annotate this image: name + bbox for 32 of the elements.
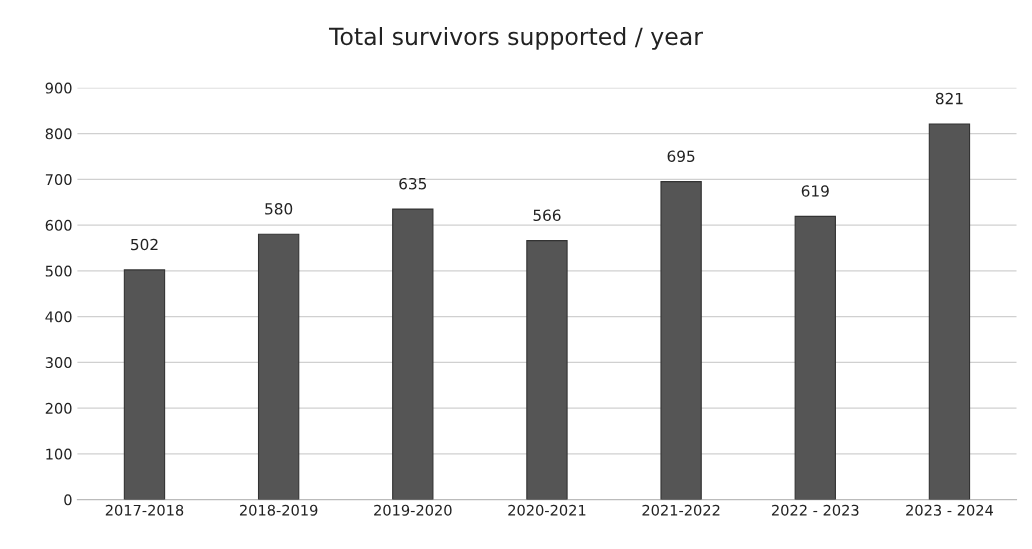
x-tick-label: 2020-2021 bbox=[508, 504, 586, 516]
bar bbox=[123, 269, 166, 500]
data-label: 695 bbox=[667, 150, 695, 162]
y-tick-label: 600 bbox=[45, 219, 72, 231]
data-label: 635 bbox=[399, 177, 427, 190]
data-label: 580 bbox=[265, 203, 293, 215]
data-label: 566 bbox=[533, 209, 561, 222]
x-tick-label: 2021-2022 bbox=[642, 504, 720, 516]
y-tick-label: 500 bbox=[45, 265, 72, 277]
y-tick-label: 200 bbox=[45, 402, 72, 414]
x-tick-label: 2022 - 2023 bbox=[771, 504, 859, 516]
y-tick-label: 100 bbox=[46, 448, 72, 460]
y-tick-label: 400 bbox=[45, 311, 72, 323]
y-tick-label: 900 bbox=[45, 82, 72, 94]
y-tick-label: 700 bbox=[45, 174, 72, 186]
bar bbox=[257, 233, 300, 500]
bar bbox=[392, 208, 434, 500]
data-label: 502 bbox=[131, 238, 158, 251]
x-tick-label: 2023 - 2024 bbox=[906, 504, 993, 516]
data-label: 619 bbox=[801, 185, 829, 197]
x-tick-label: 2017-2018 bbox=[105, 504, 184, 516]
x-tick-label: 2018-2019 bbox=[239, 504, 318, 516]
bar bbox=[660, 181, 702, 500]
chart-title: Total survivors supported / year bbox=[328, 27, 703, 50]
bar bbox=[794, 215, 836, 500]
y-tick-label: 800 bbox=[45, 128, 72, 140]
y-tick-label: 0 bbox=[64, 494, 72, 506]
bar bbox=[526, 240, 568, 500]
data-label: 821 bbox=[935, 92, 963, 105]
x-tick-label: 2019-2020 bbox=[374, 504, 452, 516]
y-tick-label: 300 bbox=[45, 357, 72, 369]
bar bbox=[928, 123, 971, 500]
